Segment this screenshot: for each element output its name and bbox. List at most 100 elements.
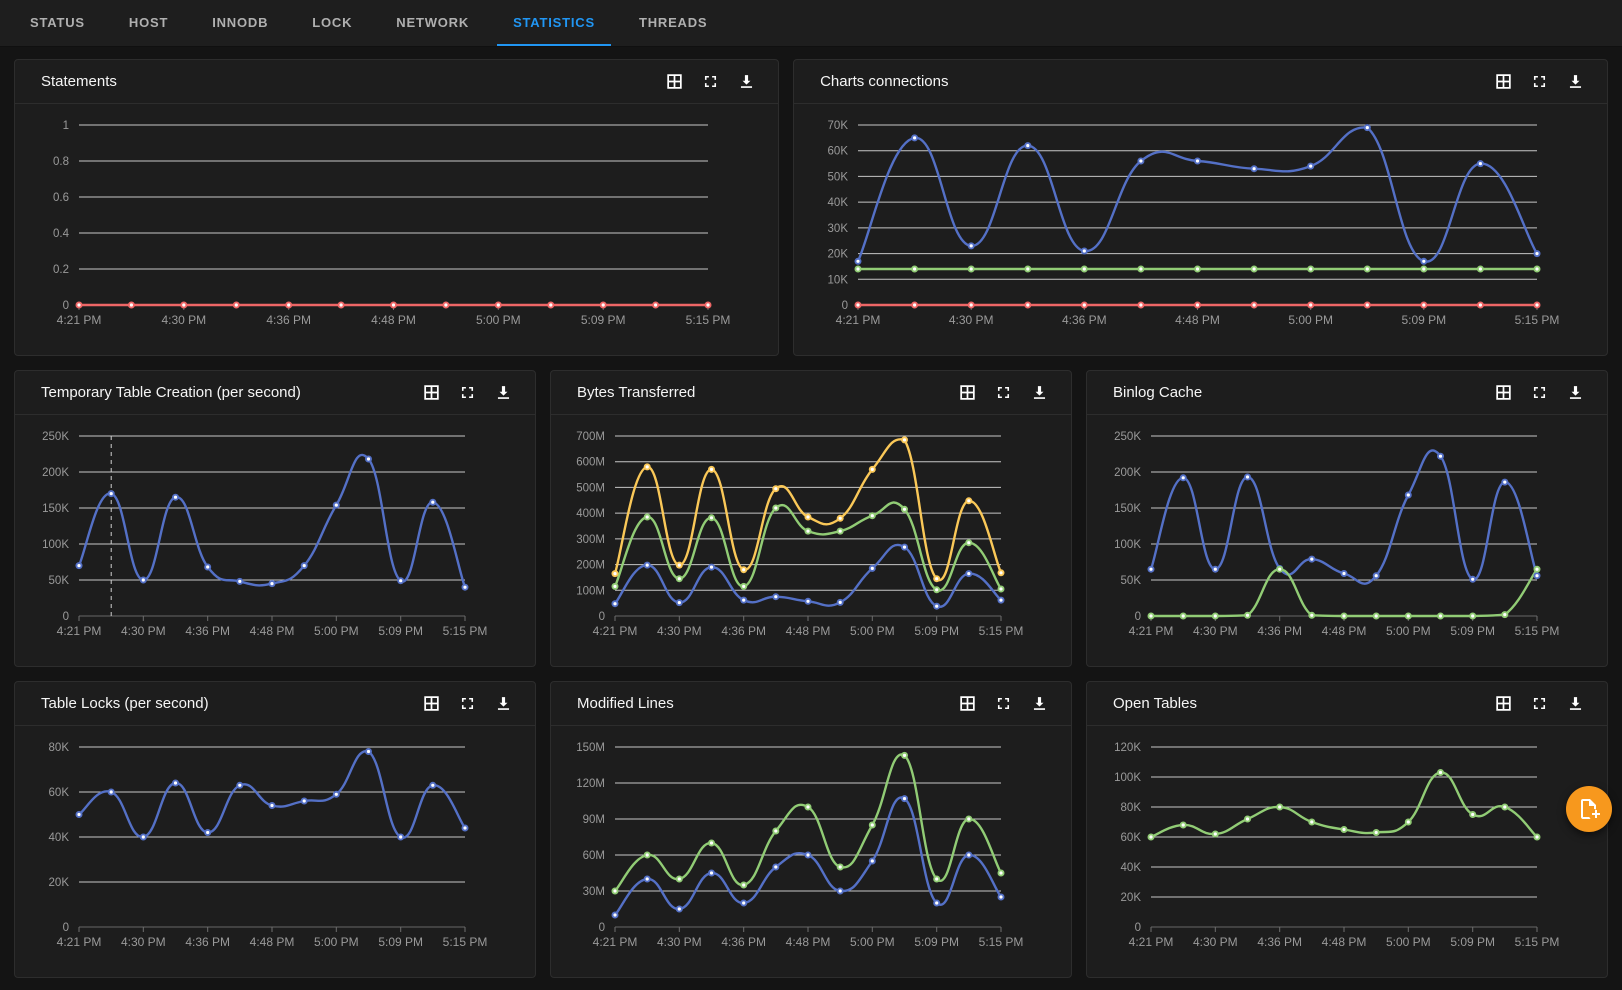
- export-report-fab[interactable]: [1566, 786, 1612, 832]
- svg-text:60K: 60K: [828, 146, 849, 158]
- panel-title: Statements: [41, 73, 665, 90]
- tab-network[interactable]: NETWORK: [380, 0, 485, 46]
- tab-threads[interactable]: THREADS: [623, 0, 723, 46]
- tab-innodb[interactable]: INNODB: [196, 0, 284, 46]
- download-icon[interactable]: [494, 694, 513, 713]
- table-view-icon[interactable]: [1494, 72, 1513, 91]
- svg-text:5:09 PM: 5:09 PM: [378, 624, 423, 638]
- fullscreen-icon[interactable]: [1530, 72, 1549, 91]
- fullscreen-icon[interactable]: [458, 694, 477, 713]
- note-add-icon: [1577, 797, 1601, 821]
- tab-statistics[interactable]: STATISTICS: [497, 0, 611, 46]
- svg-text:0: 0: [1135, 922, 1141, 934]
- svg-text:4:36 PM: 4:36 PM: [1062, 313, 1107, 327]
- download-icon[interactable]: [1030, 694, 1049, 713]
- svg-text:70K: 70K: [828, 120, 849, 132]
- fullscreen-icon[interactable]: [458, 383, 477, 402]
- download-icon[interactable]: [737, 72, 756, 91]
- svg-text:4:30 PM: 4:30 PM: [121, 935, 166, 949]
- svg-text:150K: 150K: [42, 503, 69, 515]
- panel-actions: [958, 694, 1049, 713]
- svg-text:4:21 PM: 4:21 PM: [57, 313, 102, 327]
- svg-text:5:15 PM: 5:15 PM: [979, 624, 1024, 638]
- svg-text:80K: 80K: [49, 742, 70, 754]
- fullscreen-icon[interactable]: [1530, 694, 1549, 713]
- tab-lock[interactable]: LOCK: [296, 0, 368, 46]
- table-view-icon[interactable]: [1494, 694, 1513, 713]
- svg-text:5:09 PM: 5:09 PM: [378, 935, 423, 949]
- svg-text:100K: 100K: [1114, 772, 1141, 784]
- svg-text:0: 0: [63, 922, 69, 934]
- svg-text:4:30 PM: 4:30 PM: [657, 624, 702, 638]
- panel-header: Bytes Transferred: [551, 371, 1071, 415]
- fullscreen-icon[interactable]: [994, 383, 1013, 402]
- svg-text:0: 0: [842, 300, 848, 312]
- svg-text:120K: 120K: [1114, 742, 1141, 754]
- svg-text:0: 0: [63, 300, 69, 312]
- svg-text:100K: 100K: [1114, 539, 1141, 551]
- svg-text:4:21 PM: 4:21 PM: [1129, 935, 1174, 949]
- panel-header: Binlog Cache: [1087, 371, 1607, 415]
- panel-title: Open Tables: [1113, 695, 1494, 712]
- svg-text:4:30 PM: 4:30 PM: [161, 313, 206, 327]
- panel-header: Statements: [15, 60, 778, 104]
- svg-text:4:48 PM: 4:48 PM: [250, 624, 295, 638]
- svg-text:5:00 PM: 5:00 PM: [850, 935, 895, 949]
- fullscreen-icon[interactable]: [994, 694, 1013, 713]
- svg-text:4:36 PM: 4:36 PM: [185, 624, 230, 638]
- svg-text:600M: 600M: [576, 457, 605, 469]
- svg-text:5:15 PM: 5:15 PM: [443, 935, 488, 949]
- fullscreen-icon[interactable]: [701, 72, 720, 91]
- tab-host[interactable]: HOST: [113, 0, 184, 46]
- svg-text:4:36 PM: 4:36 PM: [721, 935, 766, 949]
- svg-text:5:09 PM: 5:09 PM: [914, 935, 959, 949]
- panel-header: Temporary Table Creation (per second): [15, 371, 535, 415]
- svg-text:500M: 500M: [576, 482, 605, 494]
- svg-text:60K: 60K: [1121, 832, 1142, 844]
- tab-status[interactable]: STATUS: [14, 0, 101, 46]
- panel-actions: [422, 694, 513, 713]
- table-view-icon[interactable]: [958, 694, 977, 713]
- svg-text:4:36 PM: 4:36 PM: [185, 935, 230, 949]
- svg-text:4:21 PM: 4:21 PM: [593, 935, 638, 949]
- download-icon[interactable]: [1566, 72, 1585, 91]
- panel-title: Modified Lines: [577, 695, 958, 712]
- panel-header: Charts connections: [794, 60, 1607, 104]
- table-view-icon[interactable]: [958, 383, 977, 402]
- download-icon[interactable]: [494, 383, 513, 402]
- svg-text:1: 1: [63, 120, 69, 132]
- panel-header: Modified Lines: [551, 682, 1071, 726]
- svg-text:0.6: 0.6: [53, 192, 69, 204]
- table-view-icon[interactable]: [422, 383, 441, 402]
- download-icon[interactable]: [1030, 383, 1049, 402]
- svg-text:0.2: 0.2: [53, 264, 69, 276]
- panel-actions: [665, 72, 756, 91]
- panel-actions: [958, 383, 1049, 402]
- table-view-icon[interactable]: [422, 694, 441, 713]
- svg-text:4:21 PM: 4:21 PM: [57, 624, 102, 638]
- svg-text:20K: 20K: [49, 877, 70, 889]
- svg-text:40K: 40K: [49, 832, 70, 844]
- download-icon[interactable]: [1566, 383, 1585, 402]
- svg-text:100K: 100K: [42, 539, 69, 551]
- table-view-icon[interactable]: [1494, 383, 1513, 402]
- fullscreen-icon[interactable]: [1530, 383, 1549, 402]
- svg-text:700M: 700M: [576, 431, 605, 443]
- table-view-icon[interactable]: [665, 72, 684, 91]
- svg-text:4:30 PM: 4:30 PM: [949, 313, 994, 327]
- svg-text:4:21 PM: 4:21 PM: [1129, 624, 1174, 638]
- svg-text:50K: 50K: [1121, 575, 1142, 587]
- svg-text:20K: 20K: [1121, 892, 1142, 904]
- download-icon[interactable]: [1566, 694, 1585, 713]
